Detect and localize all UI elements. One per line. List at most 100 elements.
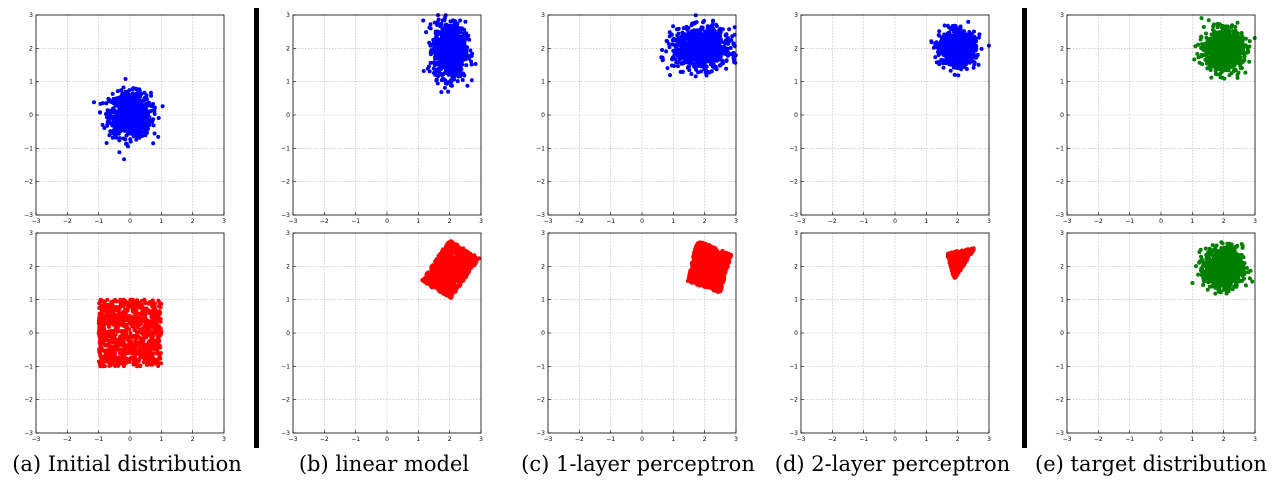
y-tick-label: −3 xyxy=(536,212,545,219)
scatter-point xyxy=(447,64,452,69)
scatter-point xyxy=(121,85,126,90)
scatter-point xyxy=(449,267,454,272)
scatter-point xyxy=(135,298,140,303)
scatter-point xyxy=(143,133,148,138)
scatter-point xyxy=(141,360,146,365)
scatter-point xyxy=(461,71,466,76)
scatter-point xyxy=(699,25,704,30)
scatter-point xyxy=(696,45,701,50)
scatter-point xyxy=(676,31,681,36)
scatter-point xyxy=(107,340,111,345)
y-tick-label: 2 xyxy=(29,263,33,270)
scatter-point xyxy=(691,37,695,42)
scatter-point xyxy=(133,338,138,343)
scatter-point xyxy=(122,157,127,162)
scatter-point xyxy=(667,45,672,50)
scatter-point xyxy=(123,77,128,81)
scatter-point xyxy=(151,141,156,146)
scatter-point xyxy=(446,246,451,251)
x-tick-label: 0 xyxy=(128,218,132,225)
scatter-point xyxy=(428,26,433,31)
scatter-point xyxy=(108,129,113,134)
x-tick-label: −1 xyxy=(606,218,615,225)
scatter-point xyxy=(442,18,447,23)
scatter-point xyxy=(712,44,717,48)
scatter-point xyxy=(121,364,126,369)
scatter-point xyxy=(462,255,467,260)
scatter-point xyxy=(133,109,138,114)
scatter-point xyxy=(112,354,117,358)
x-tick-label: −2 xyxy=(575,218,584,225)
scatter-point xyxy=(451,19,456,24)
scatter-point xyxy=(449,287,454,292)
scatter-point xyxy=(706,39,711,44)
x-tick-label: 3 xyxy=(479,436,483,443)
scatter-point xyxy=(689,72,694,76)
scatter-point xyxy=(113,133,118,138)
scatter-point xyxy=(133,320,137,325)
scatter-point xyxy=(687,68,692,73)
scatter-point xyxy=(111,119,116,124)
scatter-point xyxy=(142,90,147,95)
scatter-point xyxy=(469,53,474,58)
scatter-point xyxy=(104,141,109,145)
scatter-point xyxy=(105,119,110,124)
x-tick-label: 0 xyxy=(385,436,389,443)
y-tick-label: 3 xyxy=(29,12,33,19)
scatter-point xyxy=(714,24,719,29)
scatter-point xyxy=(118,136,123,141)
scatter-point xyxy=(421,18,426,23)
scatter-point xyxy=(456,48,461,53)
scatter-point xyxy=(455,43,459,48)
scatter-point xyxy=(443,49,448,54)
y-tick-label: 3 xyxy=(286,230,290,237)
scatter-point xyxy=(660,58,665,63)
scatter-point xyxy=(156,134,161,139)
scatter-point xyxy=(155,360,160,365)
scatter-point xyxy=(467,37,472,42)
scatter-point xyxy=(144,348,149,353)
scatter-point xyxy=(440,73,445,78)
scatter-point xyxy=(101,316,106,321)
y-tick-label: −1 xyxy=(281,363,290,370)
scatter-point xyxy=(670,57,674,62)
scatter-point xyxy=(106,348,111,353)
scatter-point xyxy=(446,89,451,94)
scatter-point xyxy=(111,357,116,362)
scatter-point xyxy=(121,341,126,346)
scatter-point xyxy=(466,33,471,38)
scatter-point xyxy=(155,334,160,339)
scatter-point xyxy=(664,38,669,43)
scatter-point xyxy=(716,57,721,62)
y-tick-label: 0 xyxy=(29,112,33,119)
x-tick-label: 1 xyxy=(671,218,675,225)
scatter-point xyxy=(123,137,128,142)
scatter-point xyxy=(148,362,153,367)
scatter-point xyxy=(428,50,433,55)
scatter-point xyxy=(451,52,456,57)
scatter-point xyxy=(431,37,436,42)
scatter-point xyxy=(444,26,449,31)
scatter-point xyxy=(137,341,141,346)
scatter-point xyxy=(444,260,449,265)
scatter-point xyxy=(668,73,672,78)
scatter-point xyxy=(131,134,136,139)
y-tick-label: −1 xyxy=(281,145,290,152)
x-tick-label: 3 xyxy=(222,218,226,225)
scatter-point xyxy=(136,102,141,107)
scatter-point xyxy=(461,31,466,36)
scatter-point xyxy=(138,305,142,310)
scatter-point xyxy=(121,354,126,359)
scatter-point xyxy=(106,353,111,358)
scatter-point xyxy=(452,58,457,63)
x-tick-label: −2 xyxy=(320,218,329,225)
scatter-point xyxy=(440,27,445,31)
x-tick-label: −3 xyxy=(544,218,553,225)
y-tick-label: 1 xyxy=(29,297,33,304)
scatter-point xyxy=(104,101,109,106)
x-tick-label: 0 xyxy=(128,436,132,443)
scatter-point xyxy=(123,360,127,365)
scatter-point xyxy=(108,303,113,308)
